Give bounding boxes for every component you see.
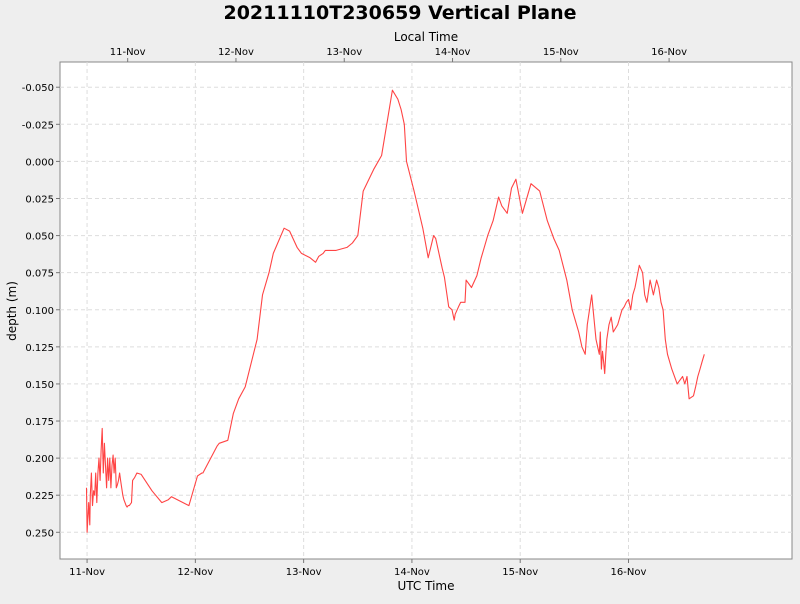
top-tick-label: 11-Nov [110, 47, 146, 58]
y-tick-label: 0.200 [25, 454, 54, 465]
x-tick-label: 16-Nov [611, 567, 647, 578]
x-axis-label: UTC Time [398, 579, 455, 593]
series-line-depth [85, 89, 705, 533]
y-tick-label: 0.075 [25, 269, 54, 280]
chart-title: 20211110T230659 Vertical Plane [223, 2, 576, 24]
y-tick-label: -0.025 [22, 120, 54, 131]
y-tick-label: 0.100 [25, 306, 54, 317]
x-tick-label: 12-Nov [177, 567, 213, 578]
top-tick-label: 16-Nov [651, 47, 687, 58]
y-tick-label: 0.000 [25, 157, 54, 168]
y-tick-label: 0.150 [25, 380, 54, 391]
y-tick-label: 0.175 [25, 417, 54, 428]
axes: -0.050 -0.025 0.000 0.025 0.050 0.075 0.100 0.1… [22, 47, 687, 578]
y-tick-label: 0.050 [25, 232, 54, 243]
top-tick-label: 15-Nov [543, 47, 579, 58]
y-tick-label: 0.225 [25, 491, 54, 502]
x-tick-label: 15-Nov [502, 567, 538, 578]
top-tick-label: 13-Nov [326, 47, 362, 58]
x-tick-label: 11-Nov [69, 567, 105, 578]
y-tick-label: 0.125 [25, 343, 54, 354]
plot-area [59, 61, 793, 560]
top-tick-label: 12-Nov [218, 47, 254, 58]
y-tick-label: -0.050 [22, 83, 54, 94]
series-layer [85, 89, 705, 533]
y-axis-label: depth (m) [5, 281, 19, 341]
x-tick-label: 13-Nov [286, 567, 322, 578]
y-tick-label: 0.250 [25, 528, 54, 539]
y-tick-label: 0.025 [25, 194, 54, 205]
top-axis-label: Local Time [394, 30, 458, 44]
top-tick-label: 14-Nov [435, 47, 471, 58]
grid [60, 62, 792, 559]
x-tick-label: 14-Nov [394, 567, 430, 578]
